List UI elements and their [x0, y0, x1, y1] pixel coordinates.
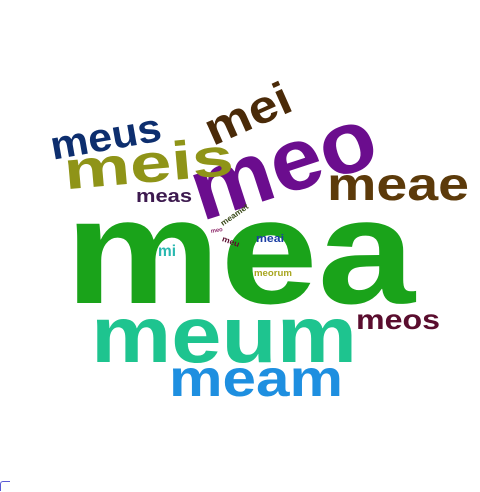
word-meam: meam	[169, 350, 343, 408]
word-tiny: meo	[210, 227, 223, 235]
corner-mark	[0, 481, 10, 491]
word-meis: meis	[61, 127, 236, 202]
word-meas: meas	[136, 186, 192, 206]
word-meum: meum	[91, 290, 357, 379]
word-meorum: meorum	[254, 268, 292, 278]
word-mea: mea	[65, 167, 417, 335]
word-meos: meos	[356, 304, 440, 335]
word-meae: meae	[327, 158, 469, 210]
word-meai: meai	[256, 233, 284, 245]
word-mi: mi	[158, 243, 176, 260]
